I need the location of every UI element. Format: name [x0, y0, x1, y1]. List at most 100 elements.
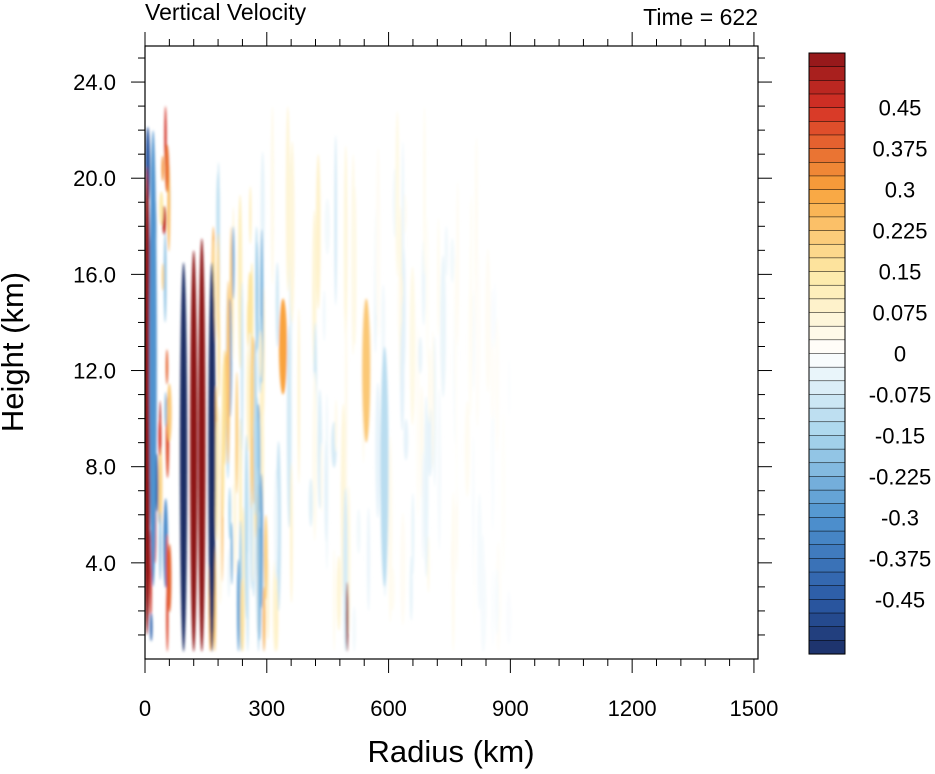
y-tick-label: 16.0	[73, 262, 116, 287]
colorbar-bin	[808, 107, 846, 122]
field-streak	[421, 450, 425, 561]
field-streak	[454, 256, 457, 390]
field-streak	[437, 388, 442, 551]
colorbar-label: 0	[894, 342, 906, 367]
field-streak	[297, 307, 301, 485]
x-tick-label: 300	[248, 696, 285, 721]
updraft-column	[198, 238, 206, 652]
field-streak	[336, 555, 342, 631]
y-tick-label: 24.0	[73, 70, 116, 95]
field-streak	[286, 324, 292, 529]
colorbar-bin	[808, 353, 846, 368]
field-streak	[450, 237, 455, 283]
y-tick-label: 4.0	[85, 551, 116, 576]
field-streak	[485, 248, 491, 393]
field-streak	[234, 444, 237, 576]
colorbar-label: 0.075	[872, 301, 927, 326]
field-streak	[444, 225, 448, 277]
core-band	[263, 514, 268, 600]
colorbar-bin	[808, 517, 846, 532]
colorbar-label: 0.225	[872, 219, 927, 244]
field-streak	[320, 442, 323, 513]
colorbar-bin	[808, 312, 846, 327]
field-streak	[289, 141, 295, 324]
chart-subtitle: Time = 622	[643, 4, 758, 30]
colorbar-bin	[808, 640, 846, 655]
field-streak	[409, 555, 413, 621]
field-streak	[469, 227, 473, 299]
downdraft-column	[208, 262, 216, 652]
x-tick-label: 0	[139, 696, 151, 721]
field-streak	[428, 347, 431, 424]
field-streak	[424, 396, 429, 578]
field-streak	[312, 371, 318, 542]
colorbar-label: -0.45	[875, 587, 925, 612]
field-streak	[375, 146, 381, 337]
field-streak	[381, 284, 386, 366]
field-streak	[506, 591, 512, 645]
field-streak	[472, 289, 475, 392]
field-streak	[491, 569, 495, 647]
axis-cell	[158, 417, 162, 456]
field-streak	[418, 336, 423, 375]
core-band	[231, 226, 235, 300]
y-axis-label: Height (km)	[0, 272, 30, 432]
colorbar-bin	[808, 599, 846, 614]
core-band	[216, 232, 220, 340]
core-band	[228, 487, 232, 540]
y-tick-label: 20.0	[73, 166, 116, 191]
field-streak	[427, 535, 430, 593]
velocity-field	[145, 106, 512, 652]
colorbar-bin	[808, 175, 846, 191]
colorbar-bin	[808, 366, 846, 382]
downdraft-column	[179, 262, 188, 652]
field-streak	[400, 320, 405, 431]
colorbar-label: -0.375	[869, 546, 931, 571]
field-streak	[274, 468, 278, 581]
updraft-band	[278, 298, 288, 395]
x-axis-label: Radius (km)	[367, 734, 534, 769]
colorbar-bin	[808, 407, 846, 423]
field-streak	[440, 255, 447, 398]
field-streak	[356, 508, 361, 555]
colorbar-bin	[808, 626, 846, 641]
field-streak	[423, 106, 426, 277]
core-band	[256, 241, 259, 350]
colorbar-bin	[808, 162, 846, 177]
colorbar-bin	[808, 284, 846, 300]
field-streak	[390, 567, 395, 612]
colorbar-bin	[808, 435, 846, 450]
x-tick-labels: 0 300 600 900 1200 1500	[139, 696, 779, 721]
field-streak	[227, 548, 231, 598]
core-band	[215, 420, 219, 541]
core-band	[230, 521, 233, 585]
field-streak	[400, 512, 406, 626]
colorbar-bin	[808, 325, 846, 341]
colorbar-bin	[808, 489, 846, 505]
field-streak	[324, 198, 331, 255]
field-streak	[324, 440, 328, 542]
colorbar-bin	[808, 189, 846, 204]
y-tick-label: 12.0	[73, 359, 116, 384]
field-streak	[352, 606, 357, 652]
colorbar-bin	[808, 421, 846, 437]
field-streak	[473, 538, 476, 626]
colorbar-bin	[808, 558, 846, 573]
field-streak	[285, 106, 290, 292]
y-tick-labels: 4.0 8.0 12.0 16.0 20.0 24.0	[73, 70, 116, 576]
core-band	[226, 280, 231, 465]
colorbar-frame	[808, 52, 846, 655]
field-streak	[395, 111, 400, 277]
field-streak	[451, 533, 455, 581]
axis-cell	[164, 144, 170, 193]
colorbar-bin	[808, 148, 846, 163]
axis-cell	[159, 511, 162, 581]
field-streak	[308, 478, 313, 527]
colorbar-bin	[808, 503, 846, 518]
x-tick-label: 1500	[729, 696, 778, 721]
x-tick-label: 600	[370, 696, 407, 721]
axis-cell	[158, 441, 163, 531]
colorbar-bin	[808, 394, 846, 409]
colorbar-bin	[808, 203, 846, 218]
